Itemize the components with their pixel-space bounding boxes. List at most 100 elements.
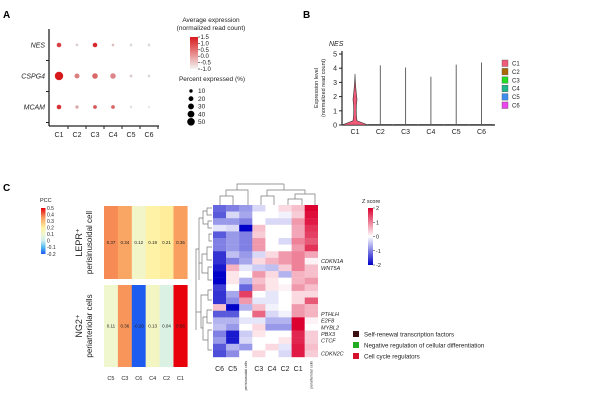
legend-swatch-C6 [501, 101, 509, 109]
zscore-cell [213, 310, 227, 318]
zscore-cell [265, 304, 279, 311]
zscore-cell [213, 343, 227, 351]
zscore-cell [265, 231, 279, 239]
zscore-cell [239, 224, 253, 232]
row-label: NG2⁺ [74, 314, 84, 338]
zscore-cell [226, 323, 240, 331]
zscore-cell [213, 224, 227, 232]
zscore-cell [213, 290, 227, 298]
pcc-value: 0.04 [162, 324, 171, 329]
zscore-cell [304, 343, 318, 351]
zscore-cell [278, 211, 292, 219]
column-label: C3 [254, 366, 263, 373]
zscore-cell [304, 284, 318, 292]
legend-swatch-C5 [501, 93, 509, 101]
zscore-cell [239, 205, 253, 212]
zscore-cell [252, 323, 266, 331]
y-tick-label: 2 [333, 94, 337, 101]
size-legend-dot [187, 118, 195, 126]
column-label: perisinusoidal cells [244, 361, 248, 391]
legend-swatch-C1 [501, 59, 509, 67]
zscore-cell [252, 205, 266, 212]
zscore-cell [213, 218, 227, 226]
zscore-cell [226, 218, 240, 226]
x-tick-label: C1 [177, 376, 184, 382]
zscore-cell [291, 231, 305, 239]
y-tick-label: 4 [333, 66, 337, 73]
zscore-cell [239, 304, 253, 311]
dot-MCAM-C4 [111, 105, 115, 109]
zscore-cell [239, 317, 253, 325]
zscore-cell [239, 290, 253, 298]
size-legend-dot [188, 103, 194, 110]
dot-MCAM-C2 [75, 105, 79, 109]
zscore-cell [239, 337, 253, 344]
x-tick-label: C6 [145, 132, 154, 139]
zscore-cell [304, 277, 318, 285]
x-tick-label: C6 [477, 129, 486, 136]
zscore-cell [213, 271, 227, 278]
zscore-cell [265, 284, 279, 292]
pcc-value: 0.19 [148, 240, 157, 245]
zscore-cell [265, 211, 279, 219]
dot-NES-C1 [56, 42, 62, 48]
column-label: C4 [267, 366, 276, 373]
zscore-cell [291, 251, 305, 259]
zscore-cell [226, 343, 240, 351]
zscore-cell [291, 205, 305, 212]
zscore-cell [226, 277, 240, 285]
legend-label: C1 [512, 62, 520, 68]
pcc-cell [117, 206, 132, 279]
zscore-cell [239, 244, 253, 252]
zscore-cell [252, 231, 266, 239]
category-legend-label: Negative regulation of cellular differen… [364, 343, 485, 350]
zscore-cell [304, 310, 318, 318]
column-label: C1 [294, 366, 303, 373]
pcc-value: 0.37 [107, 240, 116, 245]
zscore-cell [291, 218, 305, 226]
zscore-cell [239, 323, 253, 331]
zscore-cell [213, 251, 227, 259]
gene-label: NES [31, 43, 46, 50]
y-axis-label-2: (normalized read count) [321, 59, 327, 117]
zscore-cell [291, 310, 305, 318]
legend-label: C3 [512, 78, 520, 84]
zscore-cell [226, 231, 240, 239]
zscore-cell [239, 211, 253, 219]
pcc-tick-label: 0.2 [47, 226, 54, 232]
pcc-tick-label: 0.5 [47, 206, 54, 212]
colorbar-tick-label: 0.0 [201, 54, 210, 60]
row-dendrogram [195, 207, 212, 351]
size-legend-dot [189, 89, 193, 93]
zscore-cell [213, 317, 227, 325]
zscore-cell [278, 224, 292, 232]
gene-label: PTHLH [321, 312, 339, 318]
zscore-cell [226, 304, 240, 311]
zscore-cell [239, 238, 253, 245]
zscore-cell [278, 231, 292, 239]
zscore-cell [213, 330, 227, 338]
x-tick-label: C4 [149, 376, 156, 382]
pcc-value: 0.12 [134, 240, 143, 245]
gene-label: MYBL2 [321, 325, 339, 331]
zscore-cell [304, 337, 318, 344]
pcc-value: 0.13 [148, 324, 157, 329]
category-legend-label: Self-renewal transcription factors [364, 332, 454, 339]
zscore-cell [252, 350, 266, 358]
zscore-cell [278, 323, 292, 331]
gene-label: MCAM [24, 105, 46, 112]
zscore-cell [265, 264, 279, 272]
column-dendrogram [219, 183, 316, 205]
zscore-cell [304, 257, 318, 265]
zscore-cell [239, 297, 253, 305]
size-legend-label: 50 [198, 119, 206, 126]
panel-label-c: C [3, 183, 10, 194]
zscore-cell [252, 343, 266, 351]
legend-swatch-C2 [501, 68, 509, 76]
zscore-cell [213, 297, 227, 305]
size-legend-label: 10 [198, 88, 206, 95]
zscore-cell [213, 205, 227, 212]
dot-CSPG4-C3 [92, 73, 98, 79]
pcc-value: 0.34 [120, 240, 129, 245]
pcc-value: 0.36 [120, 324, 129, 329]
